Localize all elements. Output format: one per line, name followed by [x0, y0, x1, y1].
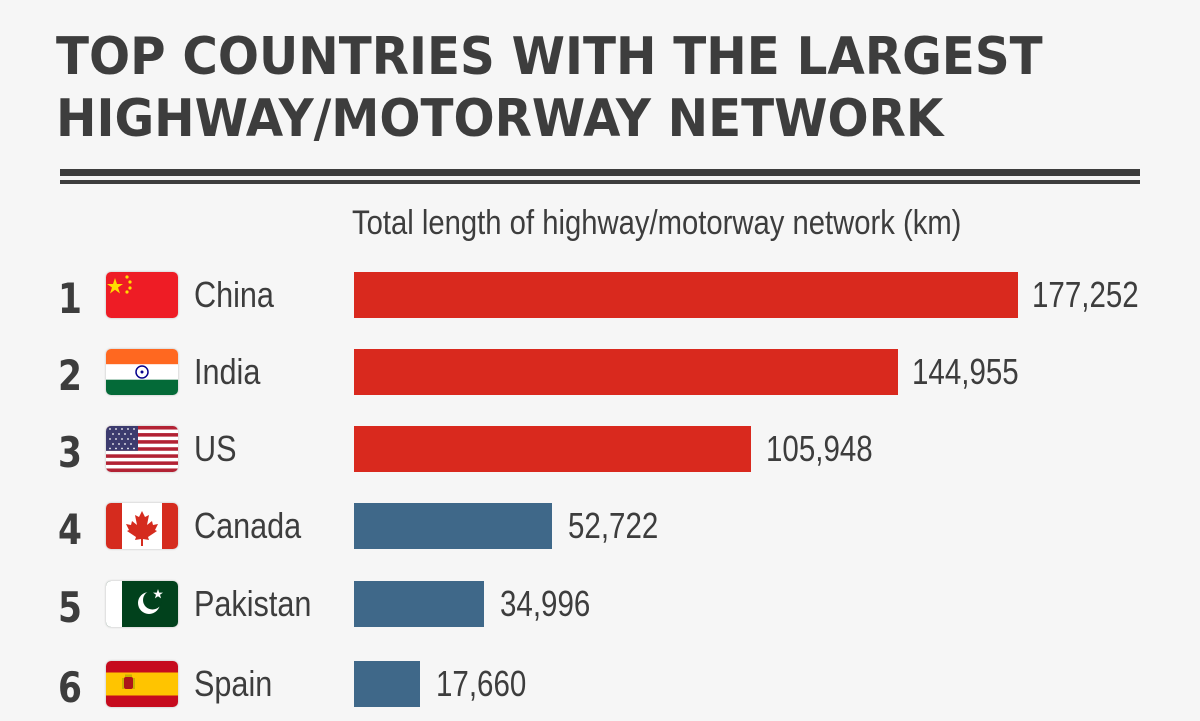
spain-flag-icon: [106, 661, 178, 707]
title-divider-thin: [60, 180, 1140, 184]
bar-spain: [354, 661, 420, 707]
rank-label: 5: [58, 583, 82, 632]
bar-row-spain: 6 Spain 17,660: [0, 661, 1200, 721]
bar-row-china: 1 China 177,252: [0, 272, 1200, 332]
bar-row-canada: 4 Canada 52,722: [0, 503, 1200, 563]
bar-us: [354, 426, 751, 472]
title-line-2: HIGHWAY/MOTORWAY NETWORK: [56, 89, 944, 149]
bar-china: [354, 272, 1018, 318]
rank-label: 4: [58, 505, 82, 554]
rank-label: 6: [58, 663, 82, 712]
country-label: India: [194, 351, 261, 392]
india-flag-icon: [106, 349, 178, 395]
value-label: 34,996: [500, 583, 591, 624]
bar-india: [354, 349, 898, 395]
country-label: Pakistan: [194, 583, 312, 624]
bar-row-us: 3 US 105,948: [0, 426, 1200, 486]
title-line-1: TOP COUNTRIES WITH THE LARGEST: [56, 27, 1043, 87]
rank-label: 3: [58, 428, 82, 477]
country-label: Spain: [194, 663, 273, 704]
value-label: 105,948: [766, 428, 873, 469]
country-label: US: [194, 428, 237, 469]
rank-label: 1: [58, 274, 82, 323]
title-divider-thick: [60, 169, 1140, 176]
chart-title: TOP COUNTRIES WITH THE LARGEST HIGHWAY/M…: [56, 26, 1070, 150]
us-flag-icon: [106, 426, 178, 472]
country-label: Canada: [194, 505, 302, 546]
value-label: 17,660: [436, 663, 527, 704]
bar-pakistan: [354, 581, 484, 627]
bar-canada: [354, 503, 552, 549]
value-label: 52,722: [568, 505, 659, 546]
canada-flag-icon: [106, 503, 178, 549]
rank-label: 2: [58, 351, 82, 400]
china-flag-icon: [106, 272, 178, 318]
bar-row-india: 2 India 144,955: [0, 349, 1200, 409]
country-label: China: [194, 274, 274, 315]
value-label: 144,955: [912, 351, 1019, 392]
pakistan-flag-icon: [106, 581, 178, 627]
bar-row-pakistan: 5 Pakistan 34,996: [0, 581, 1200, 641]
chart-subtitle: Total length of highway/motorway network…: [352, 204, 962, 242]
value-label: 177,252: [1032, 274, 1139, 315]
